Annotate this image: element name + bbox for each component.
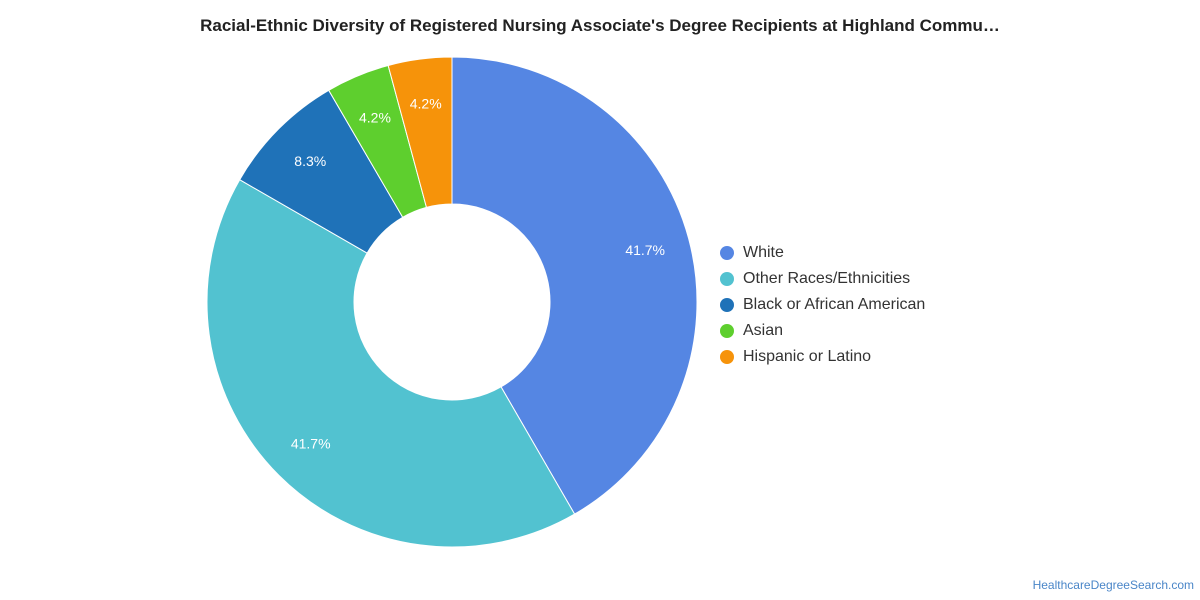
legend-label: Black or African American [743,296,926,313]
legend-swatch-icon [720,324,734,338]
legend-label: Asian [743,322,784,339]
legend-label: Other Races/Ethnicities [743,270,911,287]
legend-item[interactable]: Asian [720,318,925,344]
slice-other-races-ethnicities[interactable] [206,179,576,548]
legend-item[interactable]: Other Races/Ethnicities [720,266,925,292]
slice-white[interactable] [451,56,698,515]
chart-title: Racial-Ethnic Diversity of Registered Nu… [200,16,1000,35]
legend-swatch-icon [720,350,734,364]
legend-item[interactable]: Hispanic or Latino [720,344,925,370]
source-credit-link[interactable]: HealthcareDegreeSearch.com [1032,578,1194,592]
legend-swatch-icon [720,298,734,312]
legend-item[interactable]: White [720,240,925,266]
slice-label: 8.3% [294,153,326,169]
slice-label: 4.2% [410,96,442,112]
legend-swatch-icon [720,246,734,260]
legend-label: Hispanic or Latino [743,348,872,365]
slice-label: 41.7% [625,242,665,258]
legend-label: White [743,244,784,261]
slice-label: 4.2% [359,109,391,125]
slice-hispanic-or-latino[interactable] [387,56,453,208]
slice-label: 41.7% [291,436,331,452]
legend-swatch-icon [720,272,734,286]
legend-item[interactable]: Black or African American [720,292,925,318]
chart-legend: White Other Races/Ethnicities Black or Afr… [720,240,925,370]
